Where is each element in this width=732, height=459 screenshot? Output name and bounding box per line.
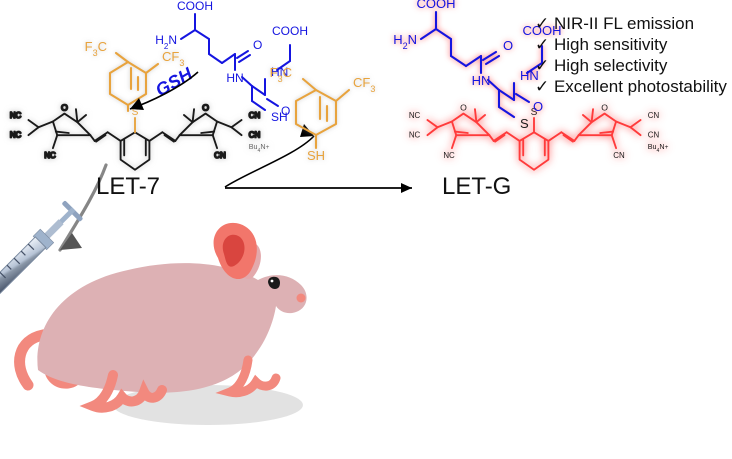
svg-text:CN: CN — [249, 111, 261, 120]
svg-text:CF3: CF3 — [162, 49, 184, 68]
svg-text:O: O — [61, 103, 68, 113]
svg-text:NC: NC — [10, 130, 22, 139]
svg-text:COOH: COOH — [272, 24, 308, 38]
svg-text:CN: CN — [648, 130, 660, 139]
svg-text:NC: NC — [44, 151, 56, 160]
svg-text:NC: NC — [409, 130, 421, 139]
svg-text:COOH: COOH — [177, 0, 213, 13]
svg-text:O: O — [601, 103, 608, 113]
svg-text:CN: CN — [613, 151, 625, 160]
svg-text:Bu4N+: Bu4N+ — [648, 142, 669, 154]
svg-text:CN: CN — [214, 151, 226, 160]
svg-text:O: O — [202, 103, 209, 113]
svg-text:NC: NC — [443, 151, 455, 160]
svg-text:F3C: F3C — [85, 39, 107, 58]
svg-text:NC: NC — [10, 111, 22, 120]
svg-text:COOH: COOH — [417, 0, 456, 11]
svg-text:O: O — [460, 103, 467, 113]
svg-text:H2N: H2N — [155, 33, 177, 51]
svg-text:CN: CN — [249, 130, 261, 139]
svg-text:CF3: CF3 — [353, 75, 375, 94]
svg-text:H2N: H2N — [393, 32, 417, 51]
svg-text:NC: NC — [409, 111, 421, 120]
svg-text:Bu4N+: Bu4N+ — [249, 142, 270, 154]
svg-text:S: S — [531, 107, 538, 118]
svg-text:O: O — [253, 38, 262, 52]
svg-text:S: S — [132, 107, 139, 118]
svg-text:O: O — [503, 38, 513, 53]
svg-text:CN: CN — [648, 111, 660, 120]
